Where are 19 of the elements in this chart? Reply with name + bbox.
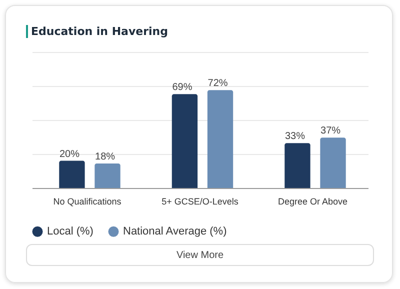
bar [207,90,234,188]
data-label: 37% [320,126,341,137]
legend-label: National Average (%) [123,226,227,238]
bar [94,164,120,188]
chart-title: Education in Havering [26,25,168,38]
x-tick-label: Degree Or Above [278,196,348,206]
x-tick-label: 5+ GCSE/O-Levels [162,196,239,206]
data-label: 18% [95,152,116,163]
bar [284,143,310,188]
bar [172,94,198,188]
data-label: 72% [208,78,228,90]
legend-label: Local (%) [47,226,94,238]
text: View More [26,244,374,266]
bar [59,160,85,188]
data-label: 33% [284,131,306,142]
data-label: 20% [59,148,80,160]
x-tick-label: No Qualifications [53,196,122,206]
bar [320,138,346,188]
data-label: 69% [172,82,192,94]
